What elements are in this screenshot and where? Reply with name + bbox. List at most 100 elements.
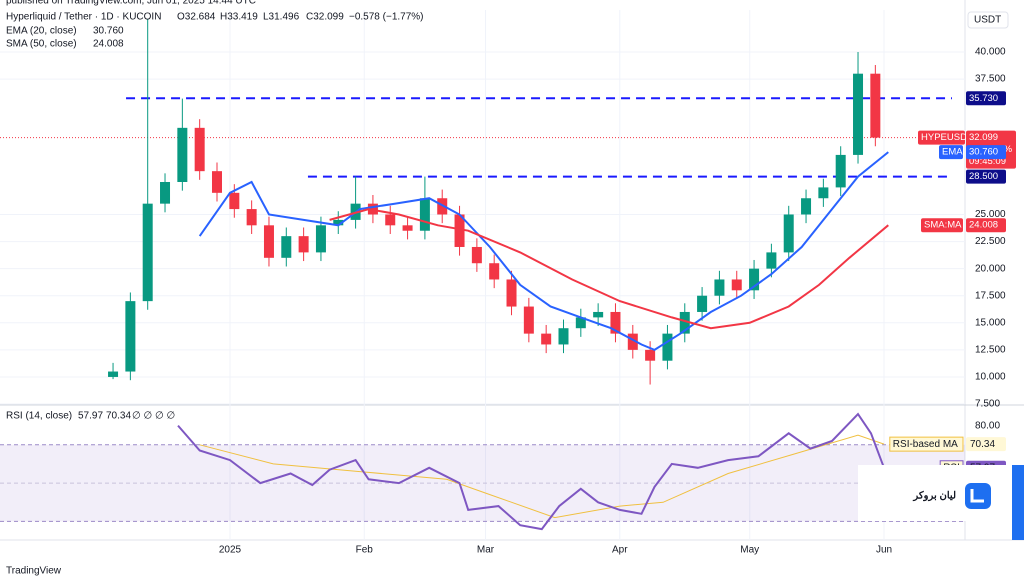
candle-body <box>281 236 292 258</box>
logo-strip <box>1012 465 1024 540</box>
ohlc-value: −0.578 (−1.77%) <box>349 12 424 23</box>
countdown: 09:45:09 <box>969 156 1006 167</box>
candle-body <box>246 209 257 226</box>
candle-body <box>229 192 240 210</box>
candle-body <box>160 181 171 204</box>
level-label: 28.500 <box>969 171 998 182</box>
candle-body <box>142 203 153 302</box>
y-tick-label: 37.500 <box>975 74 1006 85</box>
logo-text: لیان بروکر <box>912 491 956 502</box>
y-tick-label: 22.500 <box>975 236 1006 247</box>
x-tick-label: 2025 <box>219 545 242 556</box>
candle-body <box>315 225 326 253</box>
candle-body <box>125 301 136 372</box>
currency: USDT <box>974 15 1001 26</box>
line-series <box>199 434 885 519</box>
x-tick-label: May <box>740 545 759 556</box>
series-value-label-box <box>966 218 1006 233</box>
line-series <box>329 208 889 330</box>
last-price: 32.099 <box>969 132 998 143</box>
series-tag-box <box>889 436 964 452</box>
candle-body <box>610 311 621 334</box>
candle-body <box>662 333 673 361</box>
candle-body <box>766 252 777 269</box>
candle-body <box>298 236 309 253</box>
candle-body <box>437 198 448 215</box>
candle-body <box>593 311 604 318</box>
symbol-title: Hyperliquid / Tether · 1D · KUCOIN <box>6 12 161 23</box>
candle-body <box>333 219 344 226</box>
y-tick-label: 80.00 <box>975 420 1000 431</box>
ohlc-value: C32.099 <box>306 12 344 23</box>
x-tick-label: Feb <box>356 545 374 556</box>
y-tick-label: 20.000 <box>975 263 1006 274</box>
rsi-extra: ∅ ∅ ∅ ∅ <box>132 411 175 422</box>
series-tag: SMA:MA <box>924 220 962 231</box>
y-tick-label: 25.000 <box>975 209 1006 220</box>
candle-body <box>731 279 742 291</box>
level-label: 35.730 <box>969 93 998 104</box>
x-tick-label: Mar <box>477 545 495 556</box>
series-value-label-box <box>966 145 1006 160</box>
candle-body <box>211 171 222 193</box>
candle-body <box>385 214 396 226</box>
candle-body <box>575 317 586 329</box>
rsi-ma-value: 70.34 <box>106 411 131 422</box>
y-tick-label: 40.000 <box>975 47 1006 58</box>
candle-body <box>471 246 482 264</box>
candle-body <box>402 225 413 231</box>
series-tag-box <box>921 218 963 233</box>
candle-body <box>177 127 188 182</box>
ohlc-value: H33.419 <box>220 12 258 23</box>
candle-body <box>853 73 864 155</box>
candle-body <box>818 187 829 199</box>
series-value-label: 30.760 <box>969 147 998 158</box>
ohlc-value: O32.684 <box>177 12 216 23</box>
line-series <box>177 412 885 531</box>
level-label-box <box>966 91 1006 106</box>
legend-value: 24.008 <box>93 39 124 50</box>
candle-body <box>454 214 465 247</box>
series-value-label: 24.008 <box>969 220 998 231</box>
series-value-box <box>966 437 1006 452</box>
candle-body <box>523 306 534 334</box>
series-tag-box <box>939 145 963 160</box>
candle-body <box>783 214 794 253</box>
candle-body <box>697 295 708 312</box>
logo-icon-mark <box>970 489 984 503</box>
candle-body <box>263 225 274 258</box>
legend-value: 30.760 <box>93 26 124 37</box>
rsi-title: RSI (14, close) <box>6 411 72 422</box>
candle-body <box>627 333 638 350</box>
series-value-label: 70.34 <box>970 439 995 450</box>
candle-body <box>541 333 552 345</box>
legend-name: SMA (50, close) <box>6 39 77 50</box>
series-tag: RSI-based MA <box>893 439 958 450</box>
brand: TradingView <box>6 566 62 576</box>
legend-name: EMA (20, close) <box>6 26 77 37</box>
x-tick-label: Jun <box>876 545 892 556</box>
candle-body <box>419 198 430 231</box>
level-label-box <box>966 169 1006 184</box>
candle-body <box>749 268 760 291</box>
symbol-tag-box <box>918 130 965 145</box>
candle-body <box>194 127 205 172</box>
candle-body <box>506 279 517 307</box>
candle-body <box>714 279 725 296</box>
candle-body <box>108 371 119 377</box>
candle-body <box>679 311 690 334</box>
x-tick-label: Apr <box>612 545 628 556</box>
candle-body <box>645 349 656 361</box>
y-tick-label: 7.500 <box>975 399 1000 410</box>
candle-body <box>558 328 569 345</box>
y-tick-label: 17.500 <box>975 290 1006 301</box>
candle-body <box>870 73 881 138</box>
candle-body <box>801 198 812 215</box>
published-note: published on TradingView.com, Jun 01, 20… <box>6 0 256 7</box>
rsi-value: 57.97 <box>78 411 103 422</box>
candle-body <box>835 154 846 188</box>
logo-icon <box>965 483 991 509</box>
ohlc-value: L31.496 <box>263 12 300 23</box>
line-series <box>198 151 889 352</box>
